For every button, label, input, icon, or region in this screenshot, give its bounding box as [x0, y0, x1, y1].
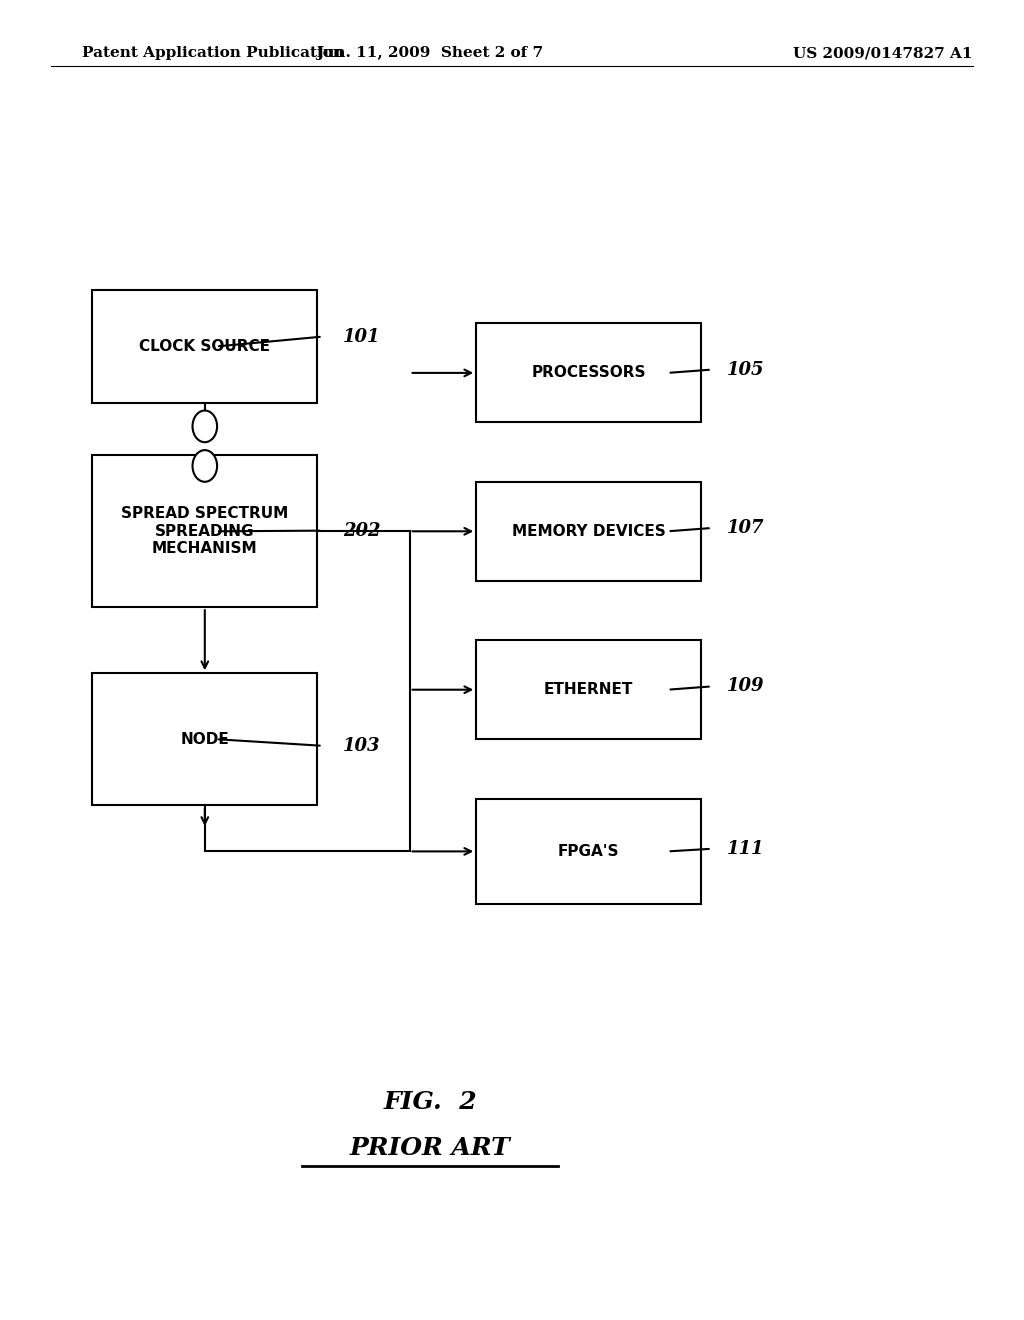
FancyBboxPatch shape	[92, 455, 317, 607]
Circle shape	[193, 411, 217, 442]
Text: PROCESSORS: PROCESSORS	[531, 366, 646, 380]
Text: US 2009/0147827 A1: US 2009/0147827 A1	[794, 46, 973, 61]
Text: 103: 103	[343, 737, 381, 755]
Text: Patent Application Publication: Patent Application Publication	[82, 46, 344, 61]
Text: FPGA'S: FPGA'S	[558, 843, 620, 859]
FancyBboxPatch shape	[476, 323, 701, 422]
Text: 111: 111	[727, 840, 765, 858]
FancyBboxPatch shape	[92, 290, 317, 403]
Text: 105: 105	[727, 360, 765, 379]
Text: 109: 109	[727, 677, 765, 696]
FancyBboxPatch shape	[476, 799, 701, 904]
FancyBboxPatch shape	[476, 640, 701, 739]
Text: 107: 107	[727, 519, 765, 537]
FancyBboxPatch shape	[92, 673, 317, 805]
FancyBboxPatch shape	[476, 482, 701, 581]
Text: 101: 101	[343, 327, 381, 346]
Text: ETHERNET: ETHERNET	[544, 682, 634, 697]
Circle shape	[193, 450, 217, 482]
Text: FIG.  2: FIG. 2	[383, 1090, 477, 1114]
Text: CLOCK SOURCE: CLOCK SOURCE	[139, 339, 270, 354]
Text: Jun. 11, 2009  Sheet 2 of 7: Jun. 11, 2009 Sheet 2 of 7	[316, 46, 544, 61]
Text: 202: 202	[343, 521, 381, 540]
Text: NODE: NODE	[180, 731, 229, 747]
Text: SPREAD SPECTRUM
SPREADING
MECHANISM: SPREAD SPECTRUM SPREADING MECHANISM	[121, 507, 289, 556]
Text: PRIOR ART: PRIOR ART	[350, 1137, 510, 1160]
Text: MEMORY DEVICES: MEMORY DEVICES	[512, 524, 666, 539]
